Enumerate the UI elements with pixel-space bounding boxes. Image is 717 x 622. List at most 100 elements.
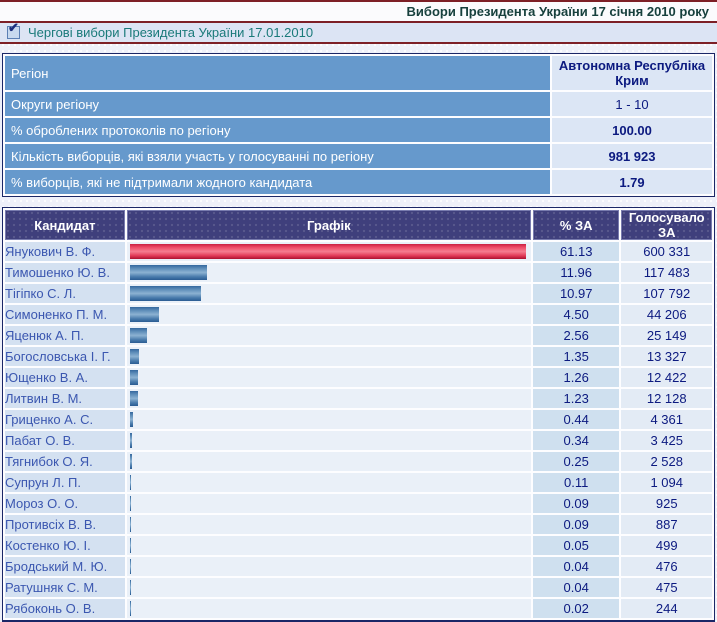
candidate-name[interactable]: Тимошенко Ю. В. xyxy=(5,263,125,282)
vote-bar xyxy=(129,244,526,259)
vote-bar xyxy=(129,601,131,616)
percent-value: 0.44 xyxy=(532,410,620,429)
votes-value: 12 128 xyxy=(621,389,712,408)
vote-bar-cell xyxy=(126,242,531,261)
vote-bar-cell xyxy=(126,410,531,429)
candidate-name[interactable]: Симоненко П. М. xyxy=(5,305,125,324)
percent-value: 11.96 xyxy=(532,263,620,282)
result-row: Тігіпко С. Л. 10.97 107 792 xyxy=(5,284,712,303)
result-row: Симоненко П. М. 4.50 44 206 xyxy=(5,305,712,324)
candidate-name[interactable]: Тігіпко С. Л. xyxy=(5,284,125,303)
vote-bar-cell xyxy=(126,347,531,366)
col-header-chart: Графік xyxy=(126,210,531,240)
percent-value: 0.05 xyxy=(532,536,620,555)
vote-bar-cell xyxy=(126,326,531,345)
region-row-value: 981 923 xyxy=(552,144,712,168)
vote-bar-cell xyxy=(126,536,531,555)
region-row: Регіон Автономна Республіка Крим xyxy=(5,56,712,90)
votes-value: 107 792 xyxy=(621,284,712,303)
vote-bar xyxy=(129,559,131,574)
candidate-name[interactable]: Литвин В. М. xyxy=(5,389,125,408)
checkbox-icon[interactable]: ✔ xyxy=(7,21,20,39)
vote-bar-cell xyxy=(126,431,531,450)
votes-value: 600 331 xyxy=(621,242,712,261)
result-row: Янукович В. Ф. 61.13 600 331 xyxy=(5,242,712,261)
vote-bar xyxy=(129,433,132,448)
vote-bar-cell xyxy=(126,494,531,513)
vote-bar xyxy=(129,370,138,385)
candidate-name[interactable]: Гриценко А. С. xyxy=(5,410,125,429)
votes-value: 25 149 xyxy=(621,326,712,345)
vote-bar-cell xyxy=(126,389,531,408)
vote-bar xyxy=(129,265,207,280)
votes-value: 12 422 xyxy=(621,368,712,387)
region-row-label: Округи регіону xyxy=(5,92,550,116)
votes-value: 117 483 xyxy=(621,263,712,282)
percent-value: 10.97 xyxy=(532,284,620,303)
votes-value: 887 xyxy=(621,515,712,534)
candidate-name[interactable]: Супрун Л. П. xyxy=(5,473,125,492)
candidate-name[interactable]: Бродський М. Ю. xyxy=(5,557,125,576)
region-row-label: Регіон xyxy=(5,56,550,90)
percent-value: 1.23 xyxy=(532,389,620,408)
votes-value: 2 528 xyxy=(621,452,712,471)
votes-value: 925 xyxy=(621,494,712,513)
vote-bar xyxy=(129,412,133,427)
region-row-label: % виборців, які не підтримали жодного ка… xyxy=(5,170,550,194)
results-rows: Янукович В. Ф. 61.13 600 331 Тимошенко Ю… xyxy=(5,242,712,618)
percent-value: 0.04 xyxy=(532,578,620,597)
percent-value: 0.34 xyxy=(532,431,620,450)
candidate-name[interactable]: Тягнибок О. Я. xyxy=(5,452,125,471)
vote-bar-cell xyxy=(126,452,531,471)
vote-bar-cell xyxy=(126,473,531,492)
votes-value: 476 xyxy=(621,557,712,576)
vote-bar-cell xyxy=(126,599,531,618)
region-row-value: 1 - 10 xyxy=(552,92,712,116)
votes-value: 13 327 xyxy=(621,347,712,366)
percent-value: 61.13 xyxy=(532,242,620,261)
region-row: Округи регіону 1 - 10 xyxy=(5,92,712,116)
page-title: Вибори Президента України 17 січня 2010 … xyxy=(0,0,717,23)
candidate-name[interactable]: Противсіх В. В. xyxy=(5,515,125,534)
region-row: % оброблених протоколів по регіону 100.0… xyxy=(5,118,712,142)
candidate-name[interactable]: Пабат О. В. xyxy=(5,431,125,450)
region-row-label: Кількість виборців, які взяли участь у г… xyxy=(5,144,550,168)
checkmark-glyph: ✔ xyxy=(8,20,19,35)
votes-value: 499 xyxy=(621,536,712,555)
result-row: Противсіх В. В. 0.09 887 xyxy=(5,515,712,534)
vote-bar xyxy=(129,454,132,469)
region-summary-table: Регіон Автономна Республіка Крим Округи … xyxy=(2,53,715,197)
percent-value: 1.26 xyxy=(532,368,620,387)
percent-value: 0.09 xyxy=(532,494,620,513)
votes-value: 3 425 xyxy=(621,431,712,450)
candidate-name[interactable]: Яценюк А. П. xyxy=(5,326,125,345)
candidate-name[interactable]: Рябоконь О. В. xyxy=(5,599,125,618)
votes-value: 44 206 xyxy=(621,305,712,324)
candidate-name[interactable]: Мороз О. О. xyxy=(5,494,125,513)
results-header-row: Кандидат Графік % ЗА Голосувало ЗА xyxy=(5,210,712,240)
candidate-name[interactable]: Богословська І. Г. xyxy=(5,347,125,366)
result-row: Тимошенко Ю. В. 11.96 117 483 xyxy=(5,263,712,282)
percent-value: 2.56 xyxy=(532,326,620,345)
col-header-votes: Голосувало ЗА xyxy=(621,210,712,240)
percent-value: 0.02 xyxy=(532,599,620,618)
vote-bar xyxy=(129,517,131,532)
candidate-name[interactable]: Костенко Ю. І. xyxy=(5,536,125,555)
vote-bar xyxy=(129,307,159,322)
percent-value: 1.35 xyxy=(532,347,620,366)
results-header: Кандидат Графік % ЗА Голосувало ЗА xyxy=(5,210,712,240)
result-row: Пабат О. В. 0.34 3 425 xyxy=(5,431,712,450)
candidate-name[interactable]: Янукович В. Ф. xyxy=(5,242,125,261)
result-row: Ратушняк С. М. 0.04 475 xyxy=(5,578,712,597)
percent-value: 0.25 xyxy=(532,452,620,471)
candidate-name[interactable]: Ратушняк С. М. xyxy=(5,578,125,597)
candidate-name[interactable]: Ющенко В. А. xyxy=(5,368,125,387)
region-rows: Регіон Автономна Республіка Крим Округи … xyxy=(5,56,712,194)
votes-value: 244 xyxy=(621,599,712,618)
result-row: Яценюк А. П. 2.56 25 149 xyxy=(5,326,712,345)
vote-bar xyxy=(129,286,201,301)
result-row: Супрун Л. П. 0.11 1 094 xyxy=(5,473,712,492)
election-type-bar: ✔ Чергові вибори Президента України 17.0… xyxy=(0,21,717,44)
percent-value: 0.04 xyxy=(532,557,620,576)
